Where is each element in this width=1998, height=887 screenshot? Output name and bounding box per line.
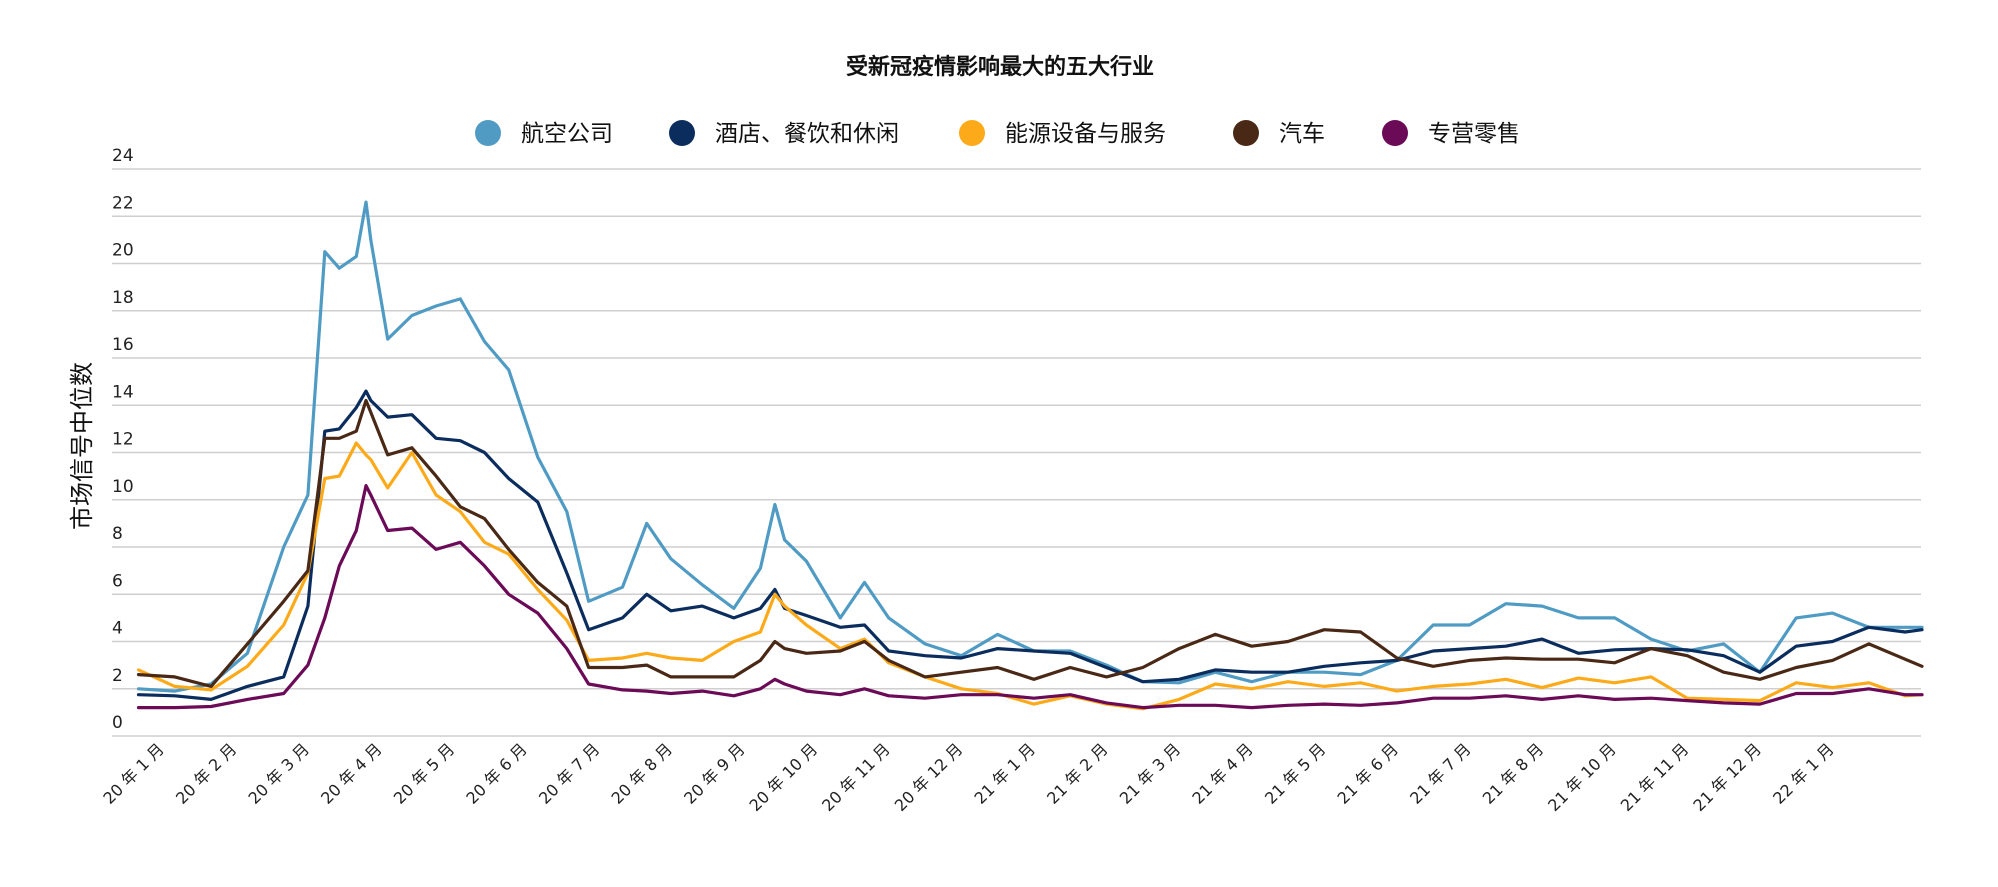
y-tick-label: 0 — [112, 713, 123, 733]
x-tick-label: 21 年 11 月 — [1617, 739, 1693, 815]
y-tick-label: 24 — [112, 146, 134, 166]
series-lines — [136, 200, 1924, 711]
x-tick-label: 21 年 6 月 — [1334, 739, 1402, 807]
x-axis-ticks: 20 年 1 月 20 年 2 月 20 年 3 月 20 年 4 月 20 年 5 月… — [99, 739, 1837, 815]
legend-marker-icon — [1382, 120, 1408, 146]
x-tick-label: 20 年 3 月 — [245, 739, 313, 807]
x-tick-label: 21 年 7 月 — [1406, 739, 1474, 807]
x-tick-label: 22 年 1 月 — [1769, 739, 1837, 807]
x-tick-label: 20 年 2 月 — [172, 739, 240, 807]
x-tick-label: 21 年 3 月 — [1116, 739, 1184, 807]
legend-marker-icon — [1233, 120, 1259, 146]
x-tick-label: 20 年 11 月 — [818, 739, 894, 815]
y-tick-label: 10 — [112, 477, 134, 497]
x-tick-label: 21 年 4 月 — [1188, 739, 1256, 807]
x-tick-label: 21 年 5 月 — [1261, 739, 1329, 807]
x-tick-label: 20 年 5 月 — [390, 739, 458, 807]
y-tick-label: 6 — [112, 571, 123, 591]
y-tick-label: 2 — [112, 666, 123, 686]
legend-marker-icon — [475, 120, 501, 146]
y-tick-label: 22 — [112, 193, 134, 213]
y-tick-label: 4 — [112, 619, 123, 639]
y-tick-label: 18 — [112, 288, 134, 308]
x-tick-label: 21 年 8 月 — [1479, 739, 1547, 807]
legend: 航空公司 酒店、餐饮和休闲 能源设备与服务 汽车 专营零售 — [475, 120, 1520, 147]
legend-marker-icon — [959, 120, 985, 146]
x-tick-label: 20 年 4 月 — [317, 739, 385, 807]
legend-item: 汽车 — [1233, 120, 1325, 147]
legend-item: 航空公司 — [475, 120, 613, 147]
x-tick-label: 20 年 6 月 — [462, 739, 530, 807]
x-tick-label: 20 年 9 月 — [680, 739, 748, 807]
x-tick-label: 20 年 10 月 — [746, 739, 822, 815]
chart-title: 受新冠疫情影响最大的五大行业 — [846, 54, 1154, 80]
legend-label: 航空公司 — [521, 121, 613, 147]
x-tick-label: 20 年 8 月 — [608, 739, 676, 807]
gridlines — [112, 168, 1921, 737]
series-line-0 — [136, 200, 1924, 693]
legend-label: 酒店、餐饮和休闲 — [715, 121, 899, 147]
x-tick-label: 21 年 2 月 — [1043, 739, 1111, 807]
y-tick-label: 20 — [112, 241, 134, 261]
series-line-3 — [136, 398, 1924, 689]
legend-item: 酒店、餐饮和休闲 — [669, 120, 899, 147]
x-tick-label: 20 年 7 月 — [535, 739, 603, 807]
legend-marker-icon — [669, 120, 695, 146]
y-tick-label: 12 — [112, 430, 134, 450]
y-axis-label: 市场信号中位数 — [68, 362, 96, 530]
y-tick-label: 14 — [112, 382, 134, 402]
legend-item: 能源设备与服务 — [959, 120, 1166, 147]
x-tick-label: 21 年 1 月 — [971, 739, 1039, 807]
legend-label: 能源设备与服务 — [1005, 121, 1166, 147]
legend-label: 汽车 — [1279, 121, 1325, 147]
x-tick-label: 20 年 12 月 — [891, 739, 967, 815]
series-line-1 — [136, 389, 1924, 702]
x-tick-label: 21 年 10 月 — [1544, 739, 1620, 815]
x-tick-label: 20 年 1 月 — [99, 739, 167, 807]
series-line-2 — [136, 441, 1924, 711]
y-tick-label: 8 — [112, 524, 123, 544]
y-tick-label: 16 — [112, 335, 134, 355]
x-tick-label: 21 年 12 月 — [1689, 739, 1765, 815]
legend-label: 专营零售 — [1428, 121, 1520, 147]
legend-item: 专营零售 — [1382, 120, 1520, 147]
series-line-4 — [136, 484, 1924, 710]
